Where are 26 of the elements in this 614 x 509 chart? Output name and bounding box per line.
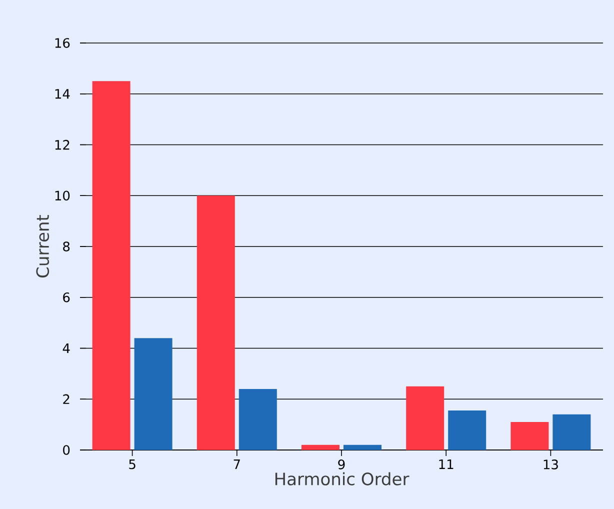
y-tick-label: 10 bbox=[55, 190, 70, 201]
y-tick-label: 0 bbox=[63, 445, 70, 455]
y-tick-label: 2 bbox=[63, 394, 70, 404]
x-tick-label: 5 bbox=[129, 460, 136, 470]
x-tick-label: 9 bbox=[338, 460, 345, 470]
y-axis-title: Current bbox=[36, 214, 50, 278]
y-tick-label: 8 bbox=[63, 242, 70, 252]
x-tick-label: 7 bbox=[234, 460, 240, 469]
bar bbox=[196, 196, 235, 450]
y-tick-label: 4 bbox=[62, 344, 70, 353]
y-tick-label: 12 bbox=[55, 140, 70, 150]
y-tick-label: 14 bbox=[55, 89, 70, 99]
x-axis-title: Harmonic Order bbox=[275, 472, 410, 486]
bar bbox=[552, 414, 591, 450]
bar bbox=[238, 388, 277, 450]
bar bbox=[302, 444, 340, 450]
bar bbox=[92, 81, 130, 450]
y-tick-label: 16 bbox=[55, 38, 70, 48]
x-tick-label: 11 bbox=[439, 460, 454, 469]
bar bbox=[134, 338, 172, 450]
bar bbox=[344, 444, 382, 450]
bar bbox=[406, 386, 444, 450]
y-tick-label: 6 bbox=[63, 292, 70, 302]
bar bbox=[510, 422, 549, 450]
x-tick-label: 13 bbox=[544, 460, 558, 470]
bar bbox=[448, 410, 486, 450]
